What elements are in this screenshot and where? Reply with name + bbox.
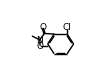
Text: Cl: Cl — [63, 23, 72, 32]
Text: O: O — [39, 23, 46, 32]
Text: N: N — [36, 36, 43, 45]
Text: O: O — [37, 42, 44, 51]
